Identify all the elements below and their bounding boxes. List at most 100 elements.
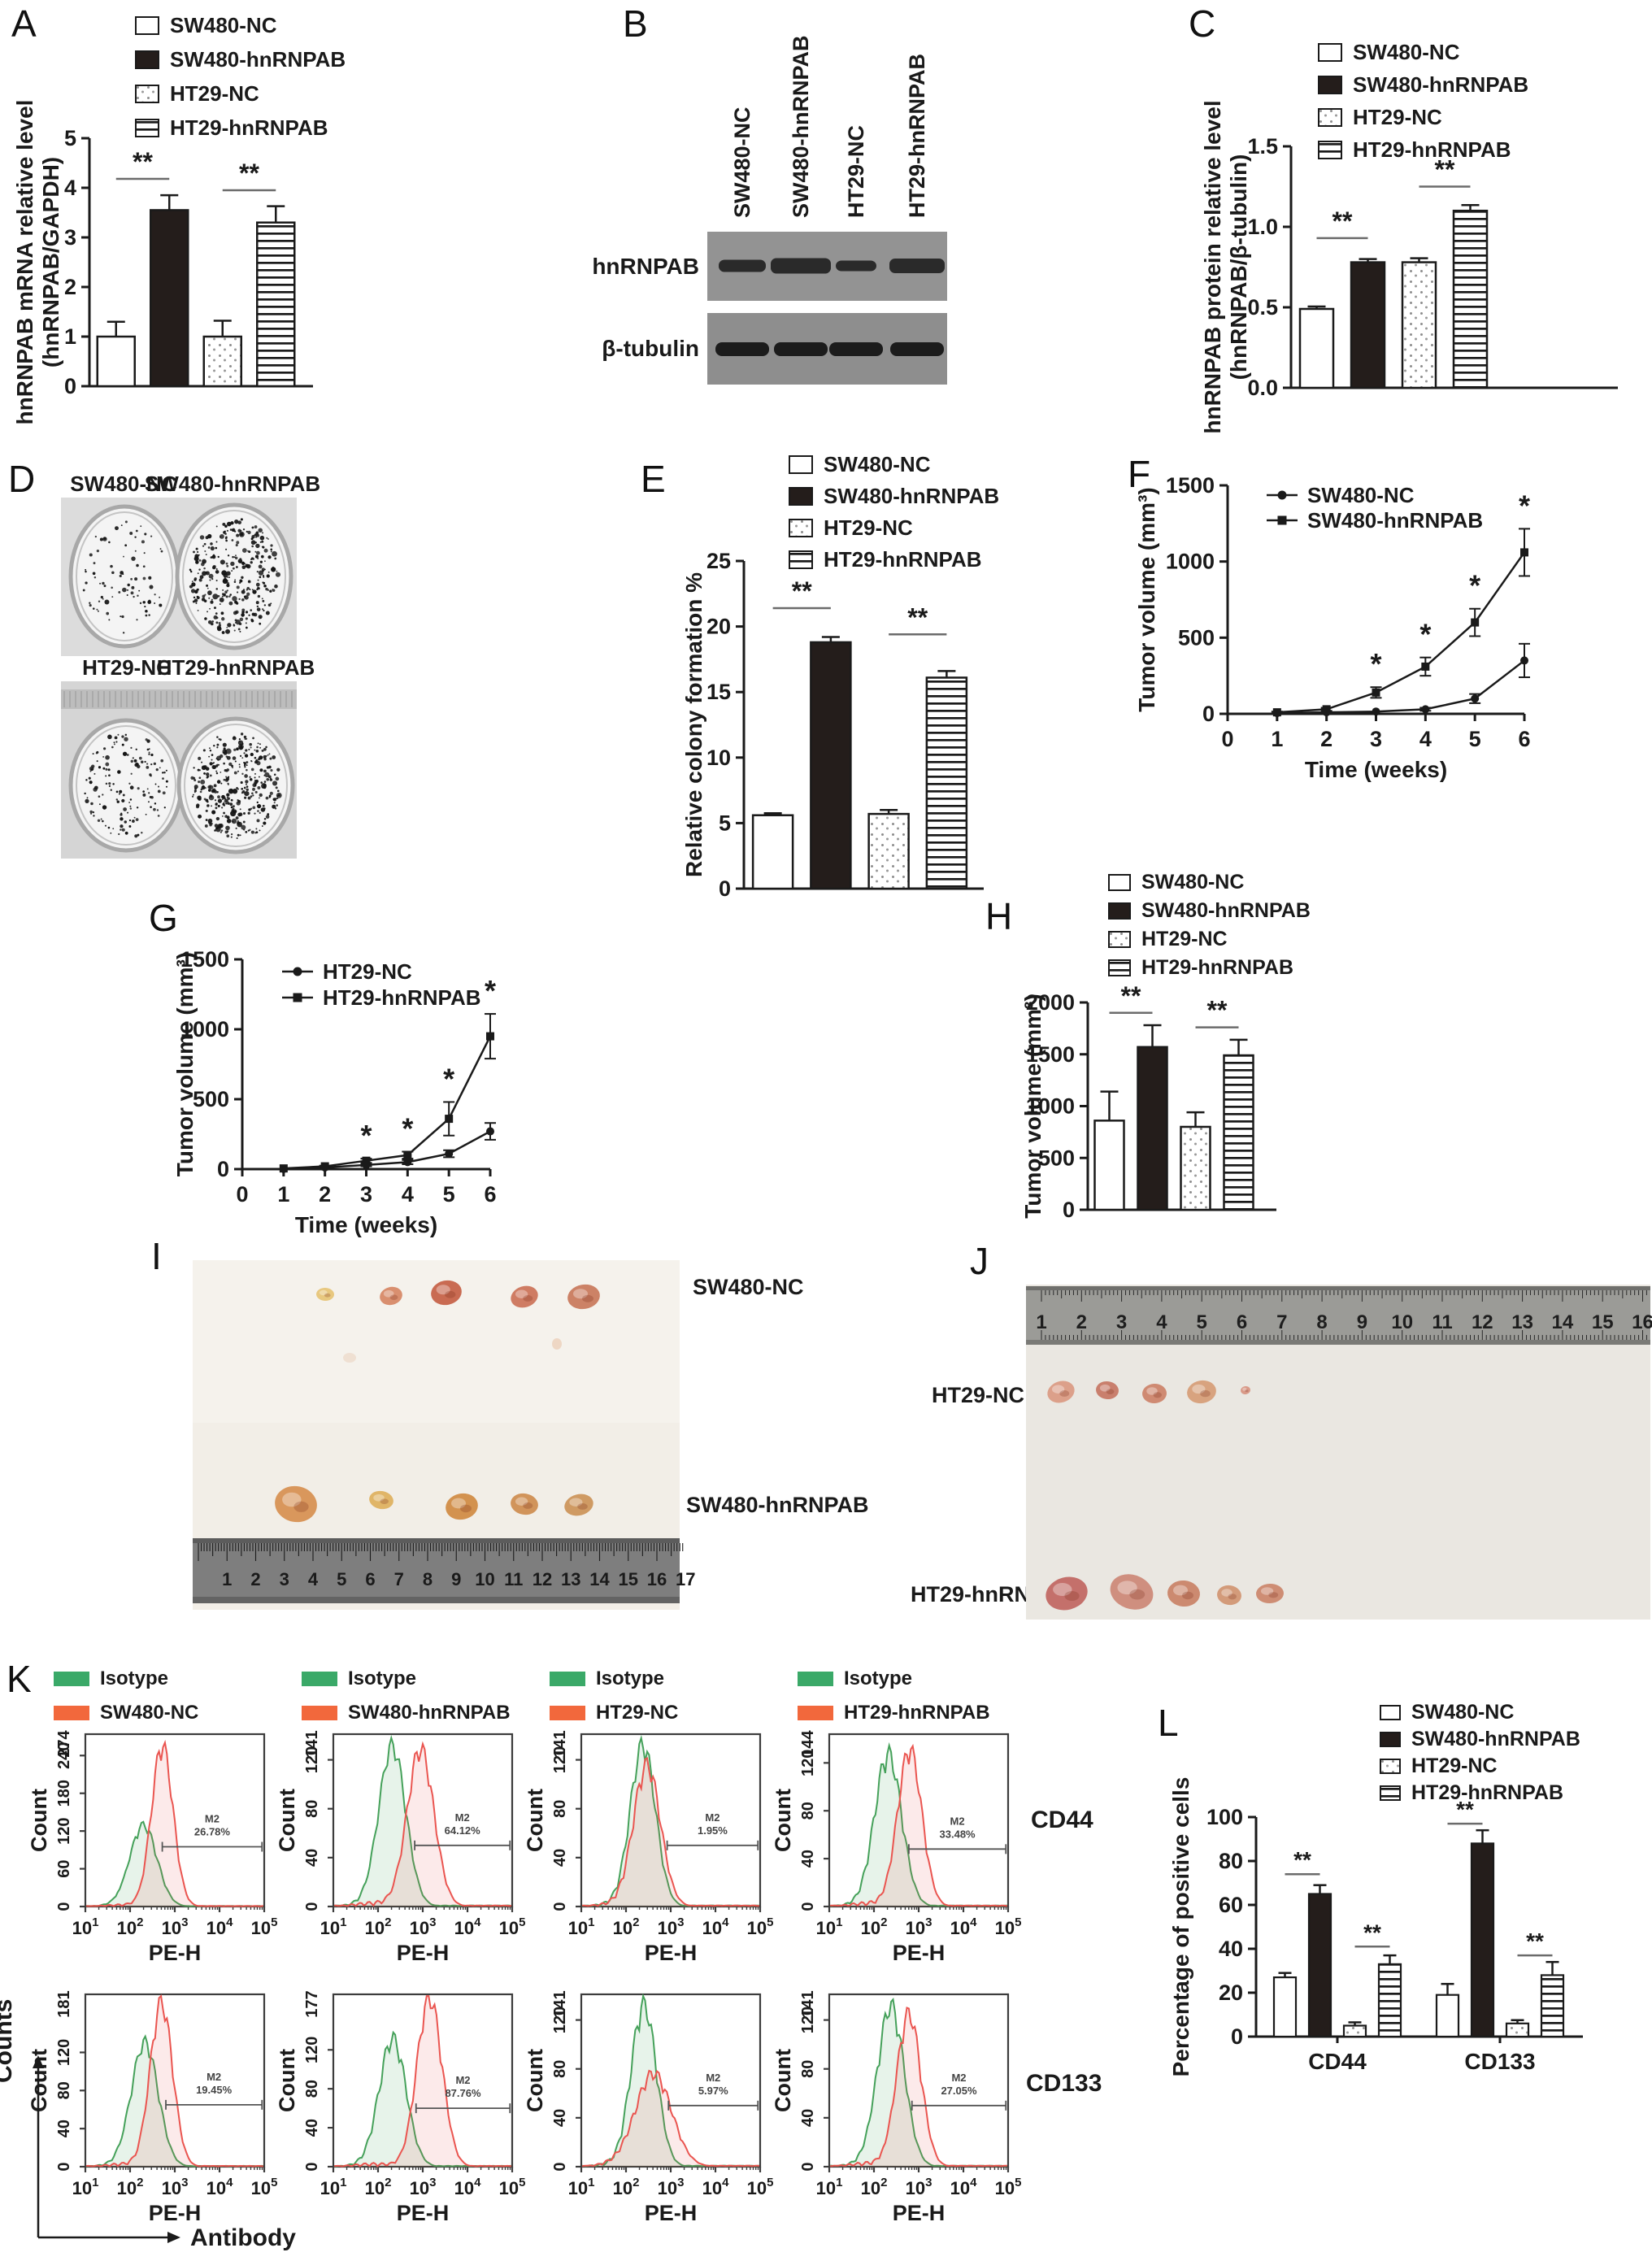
legend-label: HT29-NC <box>1353 104 1442 129</box>
svg-text:PE-H: PE-H <box>645 1941 698 1965</box>
svg-text:500: 500 <box>193 1087 229 1111</box>
legend-label: SW480-NC <box>824 452 931 476</box>
bar-HT29-hnRNPAB <box>1540 1974 1565 2038</box>
svg-text:PE-H: PE-H <box>893 2201 946 2225</box>
svg-text:33.48%: 33.48% <box>940 1828 976 1840</box>
svg-text:103: 103 <box>162 2176 189 2198</box>
svg-text:*: * <box>360 1119 372 1152</box>
legend-label: SW480-hnRNPAB <box>824 484 1000 508</box>
svg-text:102: 102 <box>117 1915 144 1938</box>
svg-text:40: 40 <box>551 2109 569 2127</box>
legend-swatch-dots <box>135 84 159 103</box>
legend-label: HT29-hnRNPAB <box>1141 956 1294 979</box>
legend-label: HT29-NC <box>824 515 913 540</box>
svg-text:13: 13 <box>1511 1311 1533 1333</box>
svg-text:2: 2 <box>250 1569 260 1589</box>
legend-swatch-green <box>54 1672 89 1686</box>
legend-swatch-hlines <box>789 550 813 569</box>
svg-text:2: 2 <box>319 1182 331 1207</box>
svg-text:105: 105 <box>499 1915 526 1938</box>
chart-A: 0 1 2 3 4 5 hnRNPAB mRNA relative level (hnRNPA… <box>12 100 313 424</box>
svg-text:0: 0 <box>799 1902 817 1911</box>
legend-swatch-green <box>798 1672 833 1686</box>
svg-text:SW480-hnRNPAB: SW480-hnRNPAB <box>789 35 813 218</box>
svg-text:25: 25 <box>706 549 731 573</box>
svg-text:180: 180 <box>55 1780 73 1807</box>
svg-text:26.78%: 26.78% <box>194 1825 231 1837</box>
legend-panel-e: SW480-NC SW480-hnRNPAB HT29-NC HT29-hnRNPAB <box>789 449 999 576</box>
svg-text:5.97%: 5.97% <box>698 2085 728 2097</box>
legend-swatch-orange <box>798 1706 833 1720</box>
colony-label-ht29-nc: HT29-NC <box>82 655 172 680</box>
svg-text:101: 101 <box>72 2176 99 2198</box>
svg-text:1000: 1000 <box>1166 550 1215 574</box>
flow-legend-K-0-1: Isotype SW480-hnRNPAB <box>301 1662 511 1730</box>
legend-swatch-green <box>550 1672 585 1686</box>
svg-text:15: 15 <box>706 680 731 704</box>
svg-text:1: 1 <box>64 324 76 349</box>
svg-text:8: 8 <box>1316 1311 1327 1333</box>
legend-label: HT29-hnRNPAB <box>170 115 328 140</box>
legend-item: SW480-NC <box>135 8 346 42</box>
legend-label: SW480-hnRNPAB <box>170 46 346 72</box>
svg-text:104: 104 <box>950 2176 977 2198</box>
svg-text:5: 5 <box>337 1569 346 1589</box>
bar-SW480-hnRNPAB <box>1350 261 1386 389</box>
svg-text:80: 80 <box>799 1802 817 1820</box>
panel-a-label: A <box>11 2 37 45</box>
svg-text:101: 101 <box>568 1915 595 1938</box>
svg-text:0: 0 <box>303 1902 321 1911</box>
svg-text:12: 12 <box>1472 1311 1493 1333</box>
svg-text:40: 40 <box>799 2109 817 2127</box>
svg-text:*: * <box>1469 569 1480 602</box>
svg-text:8: 8 <box>423 1569 433 1589</box>
panel-d-label: D <box>8 458 36 500</box>
tumor-photo-sw480: 1 2 3 4 5 6 7 8 9 10 11 12 13 14 15 16 17 <box>193 1260 695 1610</box>
svg-text:120: 120 <box>303 2037 321 2063</box>
svg-text:(hnRNPAB/β-tubulin): (hnRNPAB/β-tubulin) <box>1226 154 1251 380</box>
svg-text:1000: 1000 <box>1026 1094 1075 1119</box>
svg-text:6: 6 <box>484 1182 496 1207</box>
flow-legend-K-0-0: Isotype SW480-NC <box>53 1662 198 1730</box>
legend-swatch-dots <box>1108 931 1131 948</box>
svg-text:0: 0 <box>64 374 76 398</box>
svg-text:27.05%: 27.05% <box>941 2085 977 2097</box>
svg-text:120: 120 <box>551 1746 569 1773</box>
legend-panel-h: SW480-NC SW480-hnRNPAB HT29-NC HT29-hnRNPAB <box>1108 868 1311 982</box>
svg-text:103: 103 <box>906 1915 933 1938</box>
bar-HT29-NC <box>1342 2024 1367 2038</box>
svg-text:80: 80 <box>551 1800 569 1818</box>
svg-text:0.0: 0.0 <box>1247 376 1278 400</box>
legend-item: SW480-NC <box>1380 1699 1580 1726</box>
legend-swatch-dots <box>1318 107 1342 127</box>
svg-text:12: 12 <box>533 1569 552 1589</box>
svg-text:103: 103 <box>162 1915 189 1938</box>
svg-text:10: 10 <box>475 1569 494 1589</box>
legend-item: SW480-hnRNPAB <box>1108 897 1311 925</box>
chart-C: 0.0 0.5 1.0 1.5 hnRNPAB protein relative lev… <box>1200 100 1618 434</box>
svg-text:0: 0 <box>217 1157 229 1181</box>
svg-text:5: 5 <box>443 1182 455 1207</box>
svg-text:15: 15 <box>1592 1311 1614 1333</box>
colony-label-ht29-hnrnpab: HT29-hnRNPAB <box>156 655 315 680</box>
legend-panel-a: SW480-NC SW480-hnRNPAB HT29-NC HT29-hnRNPAB <box>135 8 346 145</box>
svg-text:87.76%: 87.76% <box>445 2087 481 2099</box>
svg-text:Relative colony formation %: Relative colony formation % <box>681 572 706 877</box>
svg-text:**: ** <box>1456 1797 1474 1822</box>
legend-item: HT29-hnRNPAB <box>1380 1780 1580 1807</box>
legend-item: HT29-hnRNPAB <box>789 544 999 576</box>
svg-text:101: 101 <box>568 2176 595 2198</box>
panel-h-label: H <box>985 895 1013 937</box>
svg-text:4: 4 <box>308 1569 319 1589</box>
svg-text:14: 14 <box>589 1569 610 1589</box>
svg-text:hnRNPAB mRNA relative level: hnRNPAB mRNA relative level <box>12 100 37 425</box>
flow-marker-label-cd133: CD133 <box>1026 2070 1102 2097</box>
bar-SW480-hnRNPAB <box>1470 1842 1495 2038</box>
svg-text:SW480-NC: SW480-NC <box>1307 483 1415 507</box>
legend-item: HT29-hnRNPAB <box>135 111 346 145</box>
svg-text:101: 101 <box>320 2176 347 2198</box>
